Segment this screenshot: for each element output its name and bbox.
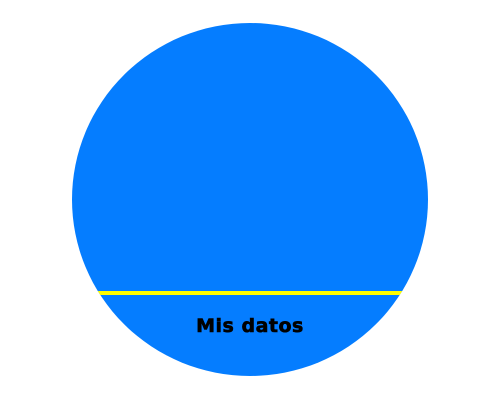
my-data-label: Mis datos	[196, 315, 304, 338]
my-data-button[interactable]: Mis datos	[72, 23, 428, 376]
divider-line	[72, 291, 428, 295]
